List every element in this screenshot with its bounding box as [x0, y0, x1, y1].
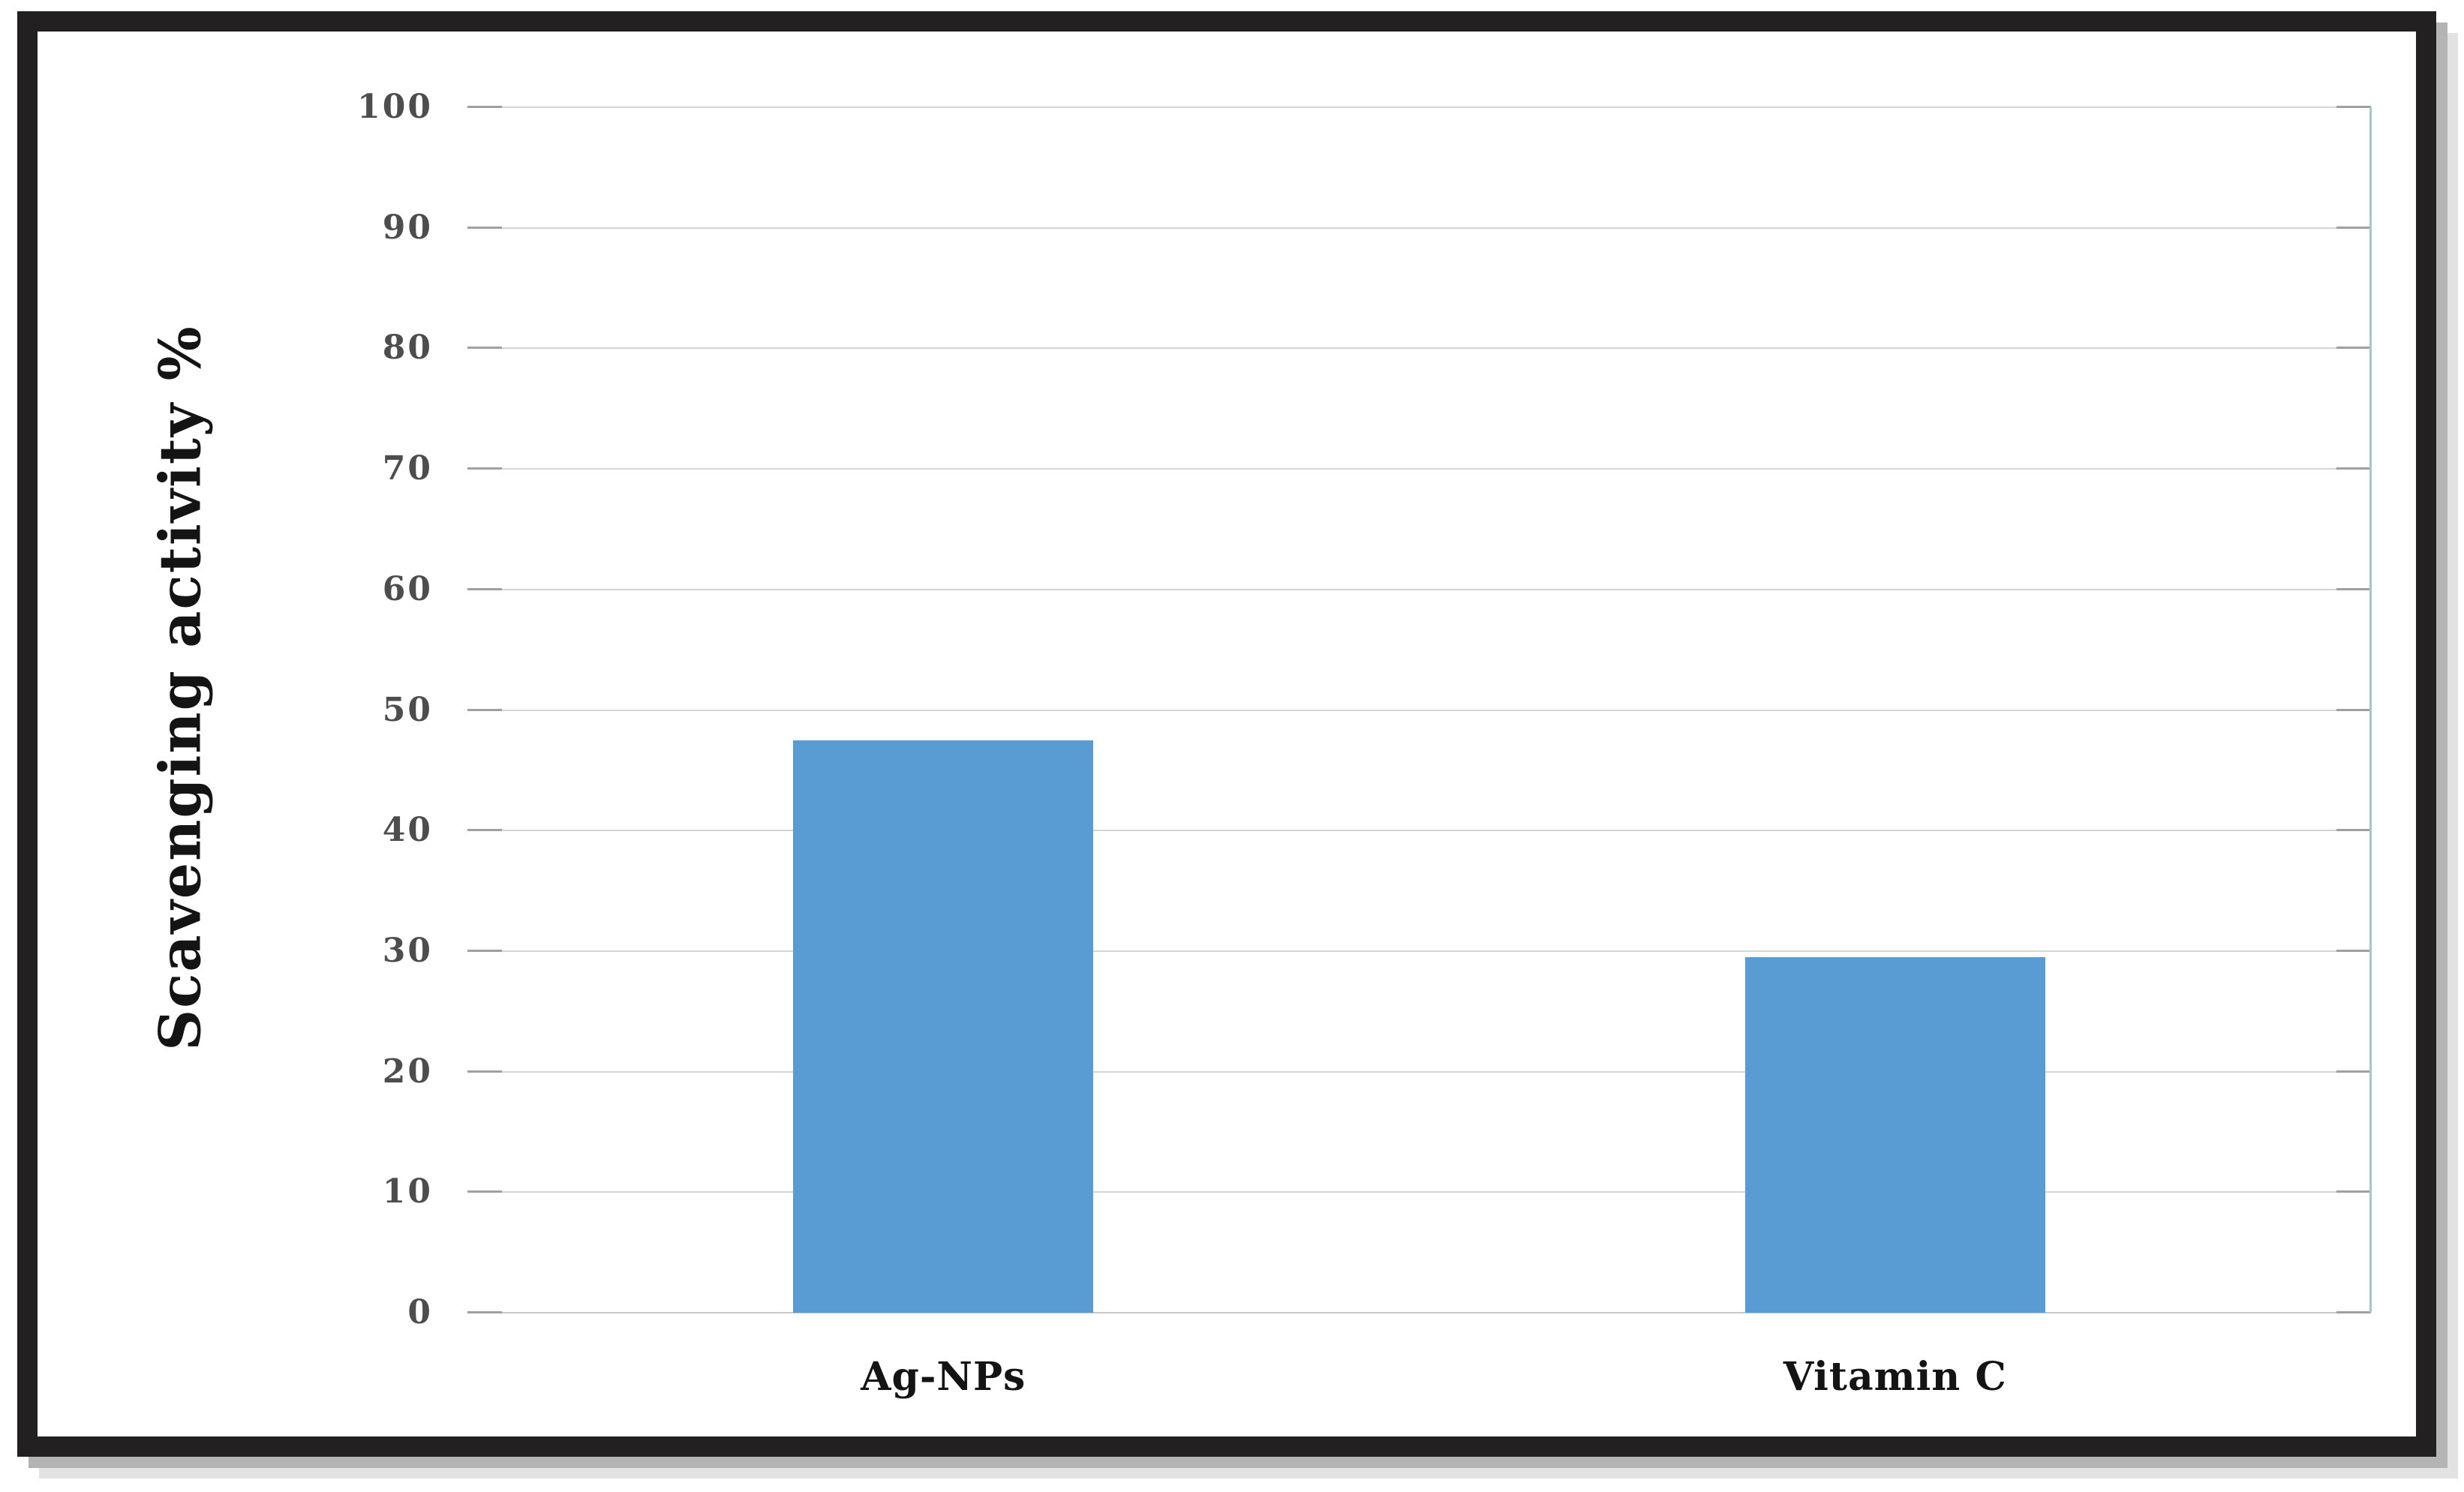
y-tick-label-0: 0 — [407, 1293, 433, 1331]
tick-mark-left — [467, 708, 502, 711]
tick-mark-right — [2336, 1311, 2371, 1313]
bar-ag-nps — [793, 740, 1094, 1313]
gridline-80 — [467, 347, 2371, 350]
bar-vitamin-c — [1744, 956, 2045, 1313]
y-tick-label-10: 10 — [382, 1172, 433, 1211]
gridline-40 — [467, 829, 2371, 832]
chart-canvas: Scavenging activity % 0 10 20 30 40 50 60 70 80 9… — [38, 32, 2416, 1436]
gridline-100 — [467, 106, 2371, 108]
gridline-10 — [467, 1190, 2371, 1193]
category-label-ag-nps: Ag-NPs — [861, 1354, 1026, 1400]
y-tick-label-90: 90 — [382, 208, 433, 247]
y-tick-label-70: 70 — [382, 449, 433, 488]
gridline-60 — [467, 587, 2371, 590]
y-tick-label-80: 80 — [382, 329, 433, 368]
tick-mark-left — [467, 829, 502, 832]
figure-frame: Scavenging activity % 0 10 20 30 40 50 60 70 80 9… — [17, 11, 2436, 1457]
y-tick-label-20: 20 — [382, 1052, 433, 1091]
gridline-50 — [467, 708, 2371, 711]
tick-mark-right — [2336, 347, 2371, 350]
tick-mark-right — [2336, 708, 2371, 711]
tick-mark-right — [2336, 467, 2371, 470]
gridline-0 — [467, 1311, 2371, 1313]
y-tick-label-50: 50 — [382, 690, 433, 729]
tick-mark-right — [2336, 587, 2371, 590]
tick-mark-left — [467, 587, 502, 590]
tick-mark-left — [467, 347, 502, 350]
category-label-vitamin-c: Vitamin C — [1783, 1354, 2007, 1400]
tick-mark-right — [2336, 829, 2371, 832]
gridline-70 — [467, 467, 2371, 470]
tick-mark-left — [467, 1311, 502, 1313]
plot-area — [467, 106, 2372, 1313]
tick-mark-left — [467, 106, 502, 108]
y-tick-label-40: 40 — [382, 811, 433, 850]
y-tick-label-100: 100 — [357, 88, 433, 126]
right-axis-line — [2369, 107, 2372, 1313]
tick-mark-left — [467, 1070, 502, 1073]
tick-mark-left — [467, 1190, 502, 1193]
gridline-20 — [467, 1070, 2371, 1073]
tick-mark-right — [2336, 226, 2371, 229]
gridline-90 — [467, 226, 2371, 229]
tick-mark-left — [467, 949, 502, 952]
tick-mark-left — [467, 467, 502, 470]
tick-mark-right — [2336, 949, 2371, 952]
gridline-30 — [467, 949, 2371, 952]
y-tick-label-30: 30 — [382, 931, 433, 970]
tick-mark-left — [467, 226, 502, 229]
y-axis-title: Scavenging activity % — [146, 325, 214, 1051]
y-tick-label-60: 60 — [382, 569, 433, 608]
tick-mark-right — [2336, 106, 2371, 108]
tick-mark-right — [2336, 1190, 2371, 1193]
tick-mark-right — [2336, 1070, 2371, 1073]
